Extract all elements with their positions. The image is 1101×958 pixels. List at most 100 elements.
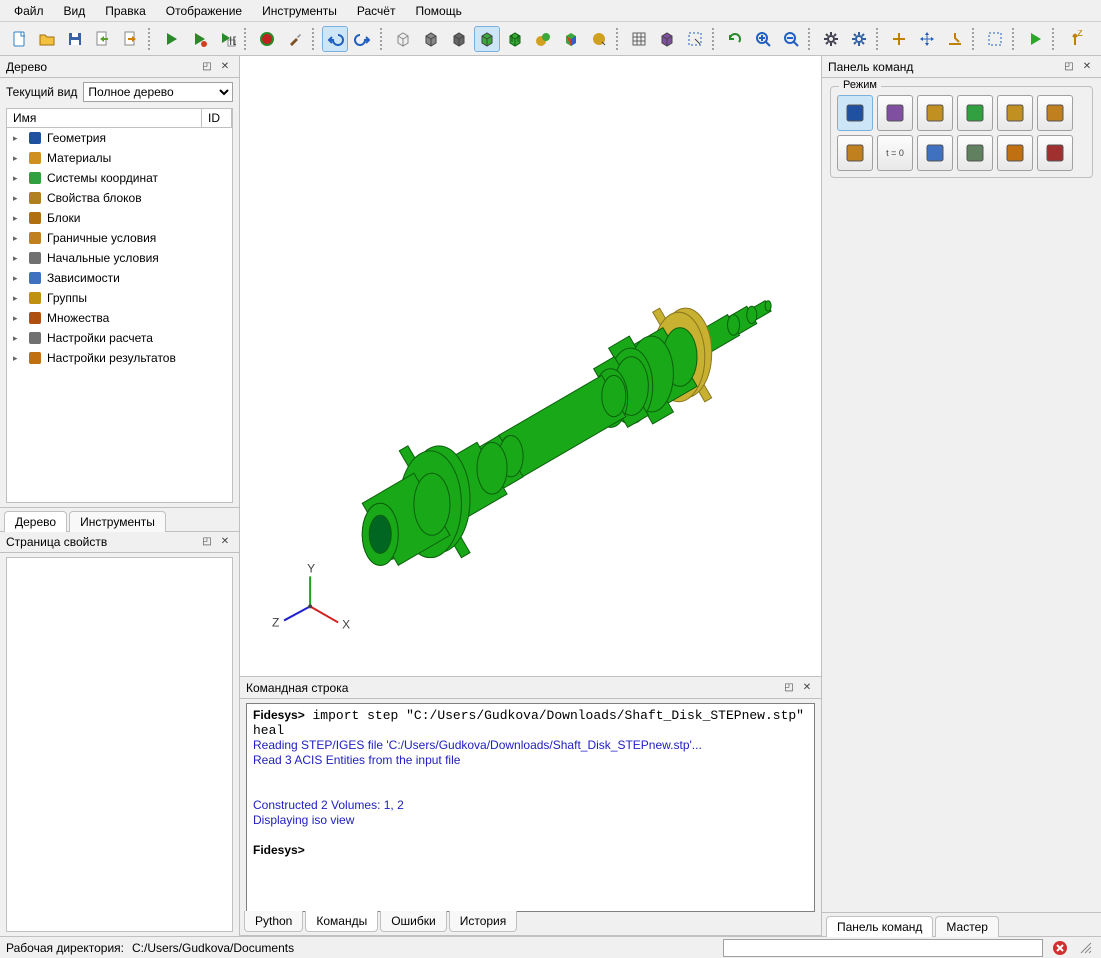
spheres-icon[interactable] <box>530 26 556 52</box>
status-input[interactable] <box>723 939 1043 957</box>
tree-item[interactable]: ▸Группы <box>7 288 232 308</box>
tab-errors[interactable]: Ошибки <box>380 911 447 932</box>
brush-icon[interactable] <box>282 26 308 52</box>
tree-item[interactable]: ▸Геометрия <box>7 128 232 148</box>
gear-dark-icon[interactable] <box>818 26 844 52</box>
dock-icon[interactable]: ◰ <box>1061 59 1077 75</box>
close-icon[interactable]: ✕ <box>217 534 233 550</box>
axis-z-icon[interactable]: z <box>1062 26 1088 52</box>
tree-item[interactable]: ▸Материалы <box>7 148 232 168</box>
close-icon[interactable]: ✕ <box>799 680 815 696</box>
col-id[interactable]: ID <box>202 109 232 127</box>
color-cube-icon[interactable] <box>558 26 584 52</box>
menu-item[interactable]: Вид <box>54 2 96 20</box>
menu-bar: Файл Вид Правка Отображение Инструменты … <box>0 0 1101 22</box>
menu-item[interactable]: Помощь <box>405 2 471 20</box>
dock-icon[interactable]: ◰ <box>199 534 215 550</box>
props-body <box>6 557 233 933</box>
box-select-icon[interactable] <box>982 26 1008 52</box>
run-script-icon[interactable] <box>186 26 212 52</box>
mode-bc-icon[interactable] <box>837 135 873 171</box>
close-icon[interactable]: ✕ <box>217 59 233 75</box>
open-icon[interactable] <box>34 26 60 52</box>
cmd-panel-header: Командная строка ◰ ✕ <box>240 677 821 699</box>
mode-geometry-icon[interactable] <box>837 95 873 131</box>
svg-text:Y: Y <box>307 561 315 575</box>
select-icon[interactable] <box>682 26 708 52</box>
zoom-in-icon[interactable] <box>750 26 776 52</box>
tree-item[interactable]: ▸Зависимости <box>7 268 232 288</box>
menu-item[interactable]: Файл <box>4 2 54 20</box>
zoom-out-icon[interactable] <box>778 26 804 52</box>
gear-blue-icon[interactable] <box>846 26 872 52</box>
green-wire-cube-icon[interactable] <box>502 26 528 52</box>
menu-item[interactable]: Отображение <box>156 2 252 20</box>
mode-coords-icon[interactable] <box>957 95 993 131</box>
tree-item[interactable]: ▸Граничные условия <box>7 228 232 248</box>
import-icon[interactable] <box>118 26 144 52</box>
tree-item-label: Граничные условия <box>47 231 232 245</box>
export-icon[interactable] <box>90 26 116 52</box>
shade-cube-icon[interactable] <box>418 26 444 52</box>
tree-body[interactable]: ▸Геометрия▸Материалы▸Системы координат▸С… <box>6 128 233 503</box>
tree-item[interactable]: ▸Настройки расчета <box>7 328 232 348</box>
green-cube-icon[interactable] <box>474 26 500 52</box>
purple-cube-icon[interactable] <box>654 26 680 52</box>
mode-material-icon[interactable] <box>917 95 953 131</box>
mode-table-icon[interactable] <box>957 135 993 171</box>
tab-commands[interactable]: Команды <box>305 911 378 932</box>
tab-tree[interactable]: Дерево <box>4 511 67 532</box>
tree-item[interactable]: ▸Множества <box>7 308 232 328</box>
col-name[interactable]: Имя <box>7 109 202 127</box>
command-output[interactable]: Fidesys> import step "C:/Users/Gudkova/D… <box>246 703 815 912</box>
refresh-icon[interactable] <box>722 26 748 52</box>
solid-cube-icon[interactable] <box>446 26 472 52</box>
block-icon <box>27 210 43 226</box>
tab-history[interactable]: История <box>449 911 518 932</box>
error-icon[interactable] <box>1051 939 1069 957</box>
menu-item[interactable]: Инструменты <box>252 2 347 20</box>
run-icon[interactable] <box>158 26 184 52</box>
geom-icon <box>27 130 43 146</box>
move-icon[interactable] <box>914 26 940 52</box>
tab-python[interactable]: Python <box>244 911 303 932</box>
play-icon[interactable] <box>1022 26 1048 52</box>
close-icon[interactable]: ✕ <box>1079 59 1095 75</box>
tree-item-label: Зависимости <box>47 271 232 285</box>
grid-icon[interactable] <box>626 26 652 52</box>
center-icon[interactable] <box>886 26 912 52</box>
sphere-cursor-icon[interactable] <box>586 26 612 52</box>
mode-mesh-icon[interactable] <box>877 95 913 131</box>
tree-item[interactable]: ▸Блоки <box>7 208 232 228</box>
mode-wave-icon[interactable] <box>997 135 1033 171</box>
menu-item[interactable]: Расчёт <box>347 2 406 20</box>
tree-item[interactable]: ▸Начальные условия <box>7 248 232 268</box>
new-file-icon[interactable] <box>6 26 32 52</box>
tree-item[interactable]: ▸Системы координат <box>7 168 232 188</box>
save-icon[interactable] <box>62 26 88 52</box>
redo-icon[interactable] <box>350 26 376 52</box>
mode-curve-icon[interactable] <box>917 135 953 171</box>
tree-view-select[interactable]: Полное дерево <box>83 82 233 102</box>
menu-item[interactable]: Правка <box>95 2 156 20</box>
snap-icon[interactable] <box>942 26 968 52</box>
resize-grip-icon[interactable] <box>1077 939 1095 957</box>
tree-item[interactable]: ▸Настройки результатов <box>7 348 232 368</box>
dock-icon[interactable]: ◰ <box>781 680 797 696</box>
run-id-icon[interactable]: ID <box>214 26 240 52</box>
tab-panel-cmd[interactable]: Панель команд <box>826 916 933 937</box>
viewport-3d[interactable]: X Y Z <box>240 56 821 676</box>
set-icon <box>27 310 43 326</box>
mode-find-icon[interactable] <box>1037 135 1073 171</box>
record-icon[interactable] <box>254 26 280 52</box>
tab-tools[interactable]: Инструменты <box>69 511 166 532</box>
tree-item[interactable]: ▸Свойства блоков <box>7 188 232 208</box>
mode-t0-icon[interactable]: t = 0 <box>877 135 913 171</box>
wire-cube-icon[interactable] <box>390 26 416 52</box>
mode-block-icon[interactable] <box>997 95 1033 131</box>
dock-icon[interactable]: ◰ <box>199 59 215 75</box>
tab-master[interactable]: Мастер <box>935 916 999 937</box>
undo-icon[interactable] <box>322 26 348 52</box>
mode-grid-icon[interactable] <box>1037 95 1073 131</box>
tree-item-label: Множества <box>47 311 232 325</box>
